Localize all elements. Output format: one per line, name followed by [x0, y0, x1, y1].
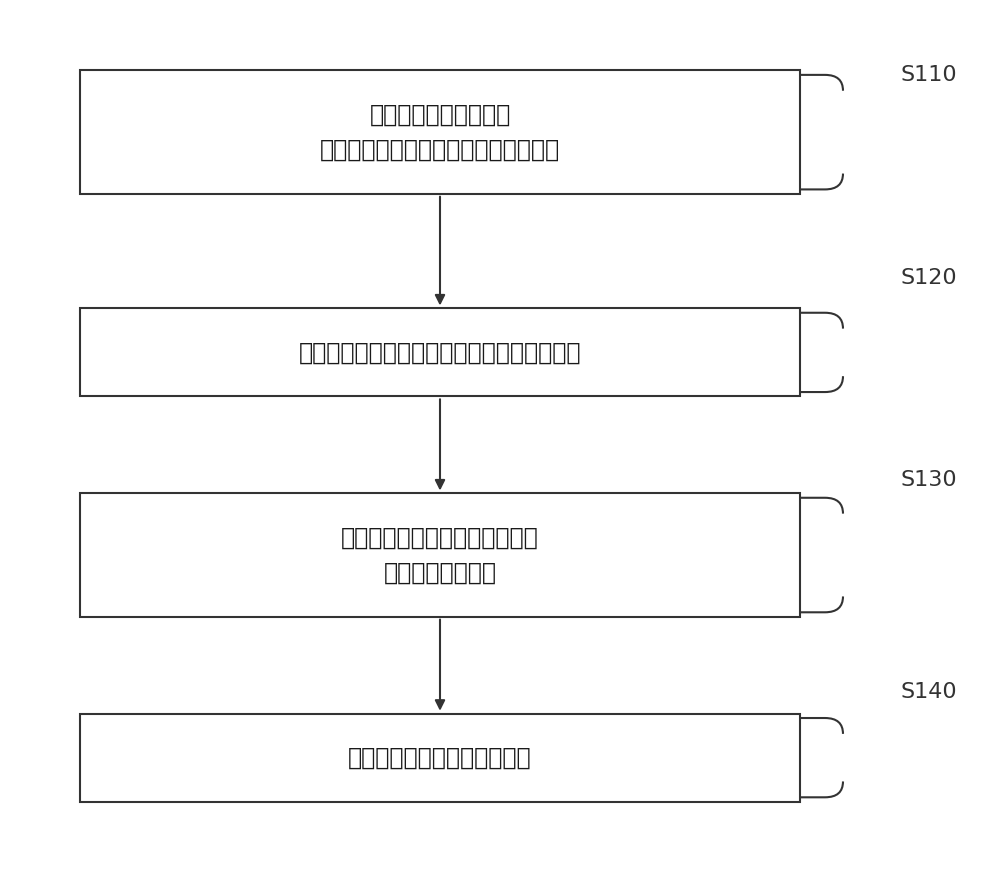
Text: 采用李雅普诺夫稳定性分析方法
设计约束条件矩阵: 采用李雅普诺夫稳定性分析方法 设计约束条件矩阵	[341, 525, 539, 585]
Text: 计算状态反馈控制器增益矩阵: 计算状态反馈控制器增益矩阵	[348, 745, 532, 770]
Text: S120: S120	[900, 268, 957, 287]
Text: S140: S140	[900, 682, 957, 701]
Text: 考虑外部扰动的影响，
建立风机转矩控制系统的状态空间方程: 考虑外部扰动的影响， 建立风机转矩控制系统的状态空间方程	[320, 102, 560, 162]
FancyBboxPatch shape	[80, 70, 800, 194]
Text: S110: S110	[900, 65, 957, 85]
Text: S130: S130	[900, 470, 957, 490]
FancyBboxPatch shape	[80, 308, 800, 396]
FancyBboxPatch shape	[80, 714, 800, 802]
Text: 构造具有执行器故障和随机时滞的采样控制器: 构造具有执行器故障和随机时滞的采样控制器	[299, 340, 581, 365]
FancyBboxPatch shape	[80, 493, 800, 617]
